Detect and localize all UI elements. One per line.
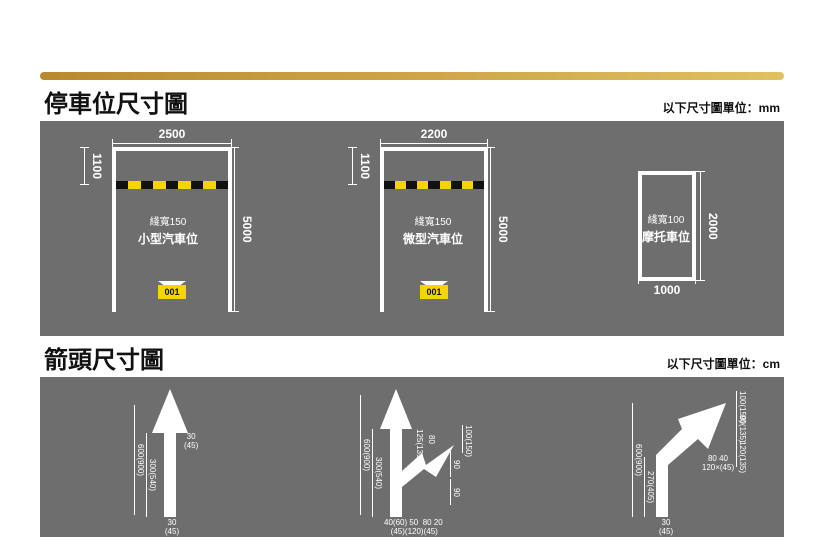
parking-slot-micro-car: 2200 1100 5000 綫寬150 微型汽車位 001 bbox=[358, 129, 508, 329]
arrows-section-header: 箭頭尺寸圖 以下尺寸圖單位：cm bbox=[0, 336, 824, 377]
type-label: 摩托車位 bbox=[606, 228, 726, 245]
arrows-unit-label: 以下尺寸圖單位：cm bbox=[667, 355, 780, 372]
dim-side-2: 90 bbox=[450, 451, 460, 477]
dim-half-height: 300(540) bbox=[372, 429, 382, 517]
dim-total-height: 600(900) bbox=[632, 403, 642, 517]
dim-half-height: 300(540) bbox=[146, 433, 156, 517]
dim-side-4: 125(135) bbox=[414, 429, 423, 449]
dim-side-5: 80 bbox=[426, 429, 435, 449]
parking-section-header: 停車位尺寸圖 以下尺寸圖單位：mm bbox=[0, 80, 824, 121]
slot-labels: 綫寬150 微型汽車位 bbox=[358, 213, 508, 247]
parking-slot-small-car: 2500 1100 5000 綫寬150 小型汽車位 001 bbox=[88, 129, 248, 329]
arrows-title: 箭頭尺寸圖 bbox=[44, 340, 164, 375]
line-width-label: 綫寬150 bbox=[358, 213, 508, 228]
space-number-tag: 001 bbox=[420, 285, 448, 299]
dim-half-height: 270(405) bbox=[644, 457, 654, 517]
arrows-panel: 600(900) 300(540) 30(45) 30(45) 600(900)… bbox=[40, 377, 784, 537]
dim-head-half: 30(45) bbox=[184, 433, 198, 451]
dim-width: 1000 bbox=[638, 283, 696, 297]
dim-bottom-group: 40(60) 50 80 20 (45)(120)(45) bbox=[384, 519, 504, 537]
dim-top-gap: 1100 bbox=[90, 147, 104, 185]
dim-total-height: 600(900) bbox=[360, 395, 370, 515]
dim-turn-group: 80 40120×(45) bbox=[688, 455, 748, 473]
arrow-diagram-straight-turn: 600(900) 300(540) 40(60) 50 80 20 (45)(1… bbox=[350, 385, 530, 535]
line-width-label: 綫寬150 bbox=[88, 213, 248, 228]
hazard-bar bbox=[116, 181, 228, 189]
arrow-diagram-turn: 600(900) 270(405) 30(45) 100(150) 90(135… bbox=[610, 385, 790, 535]
slot-labels: 綫寬100 摩托車位 bbox=[606, 211, 726, 245]
dim-side-3: 90 bbox=[450, 479, 460, 505]
slot-labels: 綫寬150 小型汽車位 bbox=[88, 213, 248, 247]
dim-width: 2200 bbox=[380, 127, 488, 141]
line-width-label: 綫寬100 bbox=[606, 211, 726, 226]
dim-side-b: 90(135) bbox=[736, 415, 746, 441]
decorative-gold-bar bbox=[40, 72, 784, 80]
dim-tail-width: 30(45) bbox=[160, 519, 184, 537]
dim-side-a: 100(150) bbox=[736, 391, 746, 415]
page-root: 停車位尺寸圖 以下尺寸圖單位：mm 2500 1100 5000 綫寬150 小… bbox=[0, 72, 824, 537]
hazard-bar bbox=[384, 181, 484, 189]
dim-total-height: 600(900) bbox=[134, 405, 144, 515]
dim-width: 2500 bbox=[112, 127, 232, 141]
type-label: 小型汽車位 bbox=[88, 230, 248, 247]
type-label: 微型汽車位 bbox=[358, 230, 508, 247]
dim-side-1: 100(150) bbox=[462, 425, 472, 453]
parking-panel: 2500 1100 5000 綫寬150 小型汽車位 001 2200 bbox=[40, 121, 784, 336]
parking-title: 停車位尺寸圖 bbox=[44, 84, 188, 119]
dim-top-gap: 1100 bbox=[358, 147, 372, 185]
straight-arrow-icon bbox=[110, 385, 250, 525]
dim-tail-width: 30(45) bbox=[654, 519, 678, 537]
parking-slot-motorcycle: 2000 綫寬100 摩托車位 1000 bbox=[620, 171, 740, 311]
parking-unit-label: 以下尺寸圖單位：mm bbox=[663, 99, 780, 116]
space-number-tag: 001 bbox=[158, 285, 186, 299]
dim-width-value: 2500 bbox=[159, 127, 186, 141]
arrow-diagram-straight: 600(900) 300(540) 30(45) 30(45) bbox=[110, 385, 250, 535]
